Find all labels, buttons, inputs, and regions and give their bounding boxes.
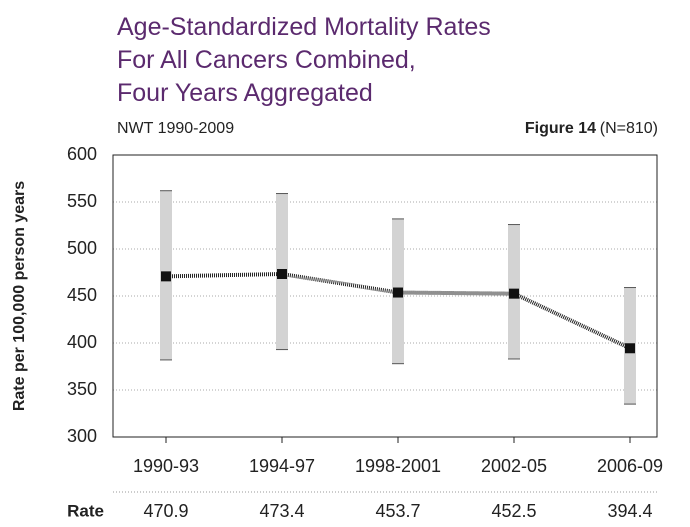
x-tick-label: 2002-05	[481, 456, 547, 476]
y-axis-title: Rate per 100,000 person years	[11, 181, 28, 411]
figure-label: Figure 14	[525, 120, 596, 137]
point-marker	[277, 269, 287, 280]
point-marker	[509, 288, 519, 299]
y-tick-label: 300	[67, 426, 97, 446]
y-tick-label: 550	[67, 191, 97, 211]
plot-frame	[112, 154, 658, 438]
series-line	[165, 272, 631, 351]
table-value: 473.4	[259, 501, 304, 521]
subtitle: NWT 1990-2009	[117, 120, 234, 137]
y-tick-label: 350	[67, 379, 97, 399]
chart-title: For All Cancers Combined,	[117, 46, 416, 74]
chart-title: Four Years Aggregated	[117, 79, 373, 107]
chart-title: Age-Standardized Mortality Rates	[117, 13, 491, 41]
table-label: Rate	[67, 501, 104, 520]
y-tick-label: 500	[67, 238, 97, 258]
table-value: 470.9	[143, 501, 188, 521]
y-tick-label: 600	[67, 144, 97, 164]
point-marker	[625, 343, 635, 354]
x-tick-label: 1990-93	[133, 456, 199, 476]
x-tick-label: 2006-09	[597, 456, 663, 476]
y-tick-label: 400	[67, 332, 97, 352]
point-marker	[161, 271, 171, 282]
figure-note: (N=810)	[600, 120, 658, 137]
table-value: 452.5	[491, 501, 536, 521]
point-marker	[393, 287, 403, 298]
x-tick-label: 1994-97	[249, 456, 315, 476]
table-value: 453.7	[375, 501, 420, 521]
x-tick-label: 1998-2001	[355, 456, 441, 476]
table-value: 394.4	[607, 501, 652, 521]
y-tick-label: 450	[67, 285, 97, 305]
